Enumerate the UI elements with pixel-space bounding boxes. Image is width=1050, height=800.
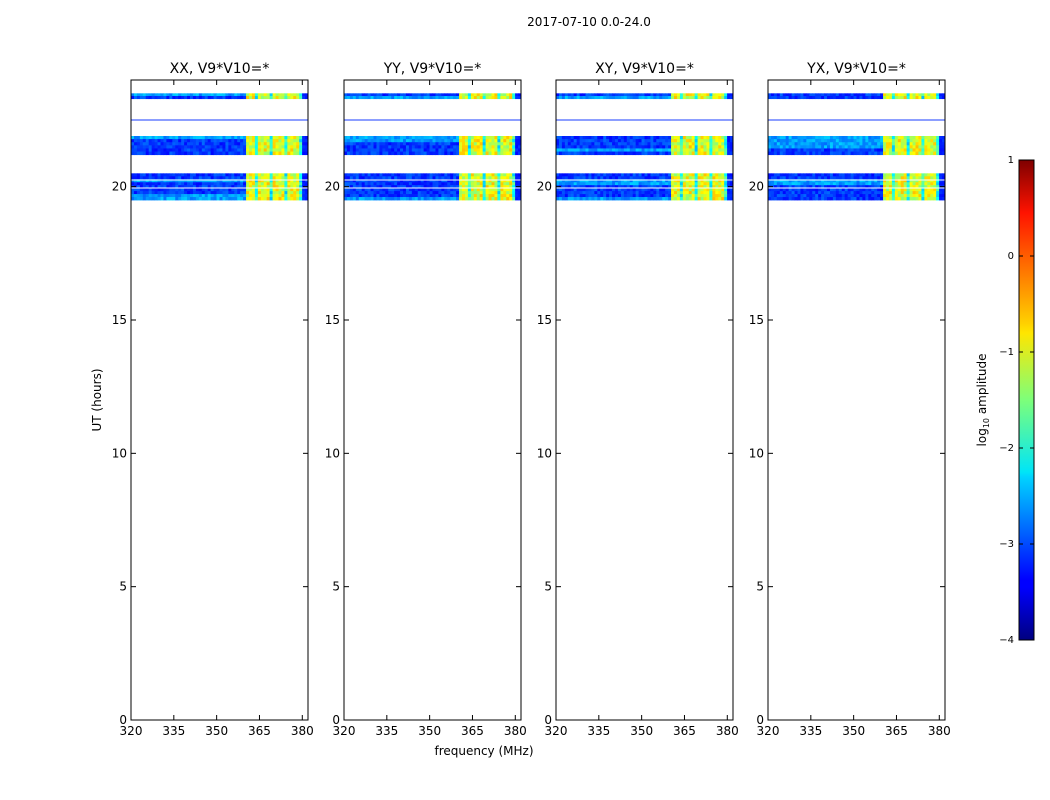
- colorbar-ticks: −4 −3 −2 −1 0 1: [999, 155, 1034, 646]
- y-tick-label: 10: [749, 446, 764, 460]
- colorbar-tick-label: −1: [999, 347, 1014, 358]
- panel-heatmap: [768, 93, 946, 201]
- panel-heatmap: [556, 93, 734, 201]
- y-axis-label: UT (hours): [90, 368, 104, 431]
- colorbar-label: log10 amplitude: [975, 354, 991, 447]
- x-tick-label: 320: [545, 724, 568, 738]
- y-tick-label: 5: [544, 580, 552, 594]
- x-tick-label: 335: [162, 724, 185, 738]
- x-tick-label: 350: [842, 724, 865, 738]
- y-tick-label: 0: [756, 713, 764, 727]
- x-tick-label: 380: [928, 724, 951, 738]
- panel-frame: [767, 79, 946, 721]
- y-tick-label: 15: [749, 313, 764, 327]
- x-axis-label: frequency (MHz): [434, 744, 533, 758]
- colorbar-tick-label: −3: [999, 539, 1014, 550]
- panel-3: XY, V9*V10=* 320 335 350 365 380 0 5 10 15 20: [537, 61, 739, 738]
- colorbar-tick-label: −2: [999, 443, 1014, 454]
- y-tick-label: 5: [119, 580, 127, 594]
- panel-frame: [555, 79, 734, 721]
- x-tick-label: 365: [248, 724, 271, 738]
- y-tick-label: 0: [544, 713, 552, 727]
- colorbar-tick-label: −4: [999, 635, 1014, 646]
- panel-heatmap: [344, 93, 522, 201]
- x-tick-label: 380: [504, 724, 527, 738]
- panel-frame: [130, 79, 309, 721]
- y-tick-label: 15: [537, 313, 552, 327]
- y-tick-label: 15: [112, 313, 127, 327]
- colorbar-tick-label: 1: [1008, 155, 1014, 166]
- y-tick-label: 5: [756, 580, 764, 594]
- y-tick-label: 10: [112, 446, 127, 460]
- y-tick-label: 20: [749, 180, 764, 194]
- panel-4: YX, V9*V10=* 320 335 350 365 380 0 5 10 15 20: [749, 61, 951, 738]
- x-tick-label: 380: [716, 724, 739, 738]
- panel-1: XX, V9*V10=* 320 335 350 365 380 0 5 10 15 20: [112, 61, 314, 738]
- panel-title: YY, V9*V10=*: [383, 61, 482, 77]
- y-tick-label: 15: [325, 313, 340, 327]
- x-tick-label: 335: [587, 724, 610, 738]
- x-tick-label: 350: [205, 724, 228, 738]
- colorbar: −4 −3 −2 −1 0 1 log10 amplitude: [975, 155, 1035, 646]
- x-tick-label: 365: [461, 724, 484, 738]
- y-tick-label: 20: [537, 180, 552, 194]
- x-tick-label: 350: [630, 724, 653, 738]
- x-tick-label: 335: [375, 724, 398, 738]
- y-tick-label: 20: [325, 180, 340, 194]
- y-tick-label: 0: [332, 713, 340, 727]
- colorbar-tick-label: 0: [1008, 251, 1014, 262]
- x-tick-label: 335: [799, 724, 822, 738]
- panel-frame: [343, 79, 522, 721]
- y-tick-label: 10: [537, 446, 552, 460]
- y-tick-label: 5: [332, 580, 340, 594]
- y-tick-label: 20: [112, 180, 127, 194]
- panel-title: YX, V9*V10=*: [806, 61, 906, 77]
- figure-suptitle: 2017-07-10 0.0-24.0: [527, 15, 651, 29]
- panel-title: XX, V9*V10=*: [170, 61, 270, 77]
- x-tick-label: 320: [120, 724, 143, 738]
- x-tick-label: 350: [418, 724, 441, 738]
- colorbar-gradient: [1018, 159, 1035, 641]
- panel-title: XY, V9*V10=*: [595, 61, 694, 77]
- x-tick-label: 365: [673, 724, 696, 738]
- y-tick-label: 0: [119, 713, 127, 727]
- x-tick-label: 380: [291, 724, 314, 738]
- panel-2: YY, V9*V10=* 320 335 350 365 380 0 5 10 15 20: [325, 61, 527, 738]
- x-tick-label: 320: [333, 724, 356, 738]
- panel-heatmap: [131, 93, 309, 201]
- x-tick-label: 320: [757, 724, 780, 738]
- x-tick-label: 365: [885, 724, 908, 738]
- y-tick-label: 10: [325, 446, 340, 460]
